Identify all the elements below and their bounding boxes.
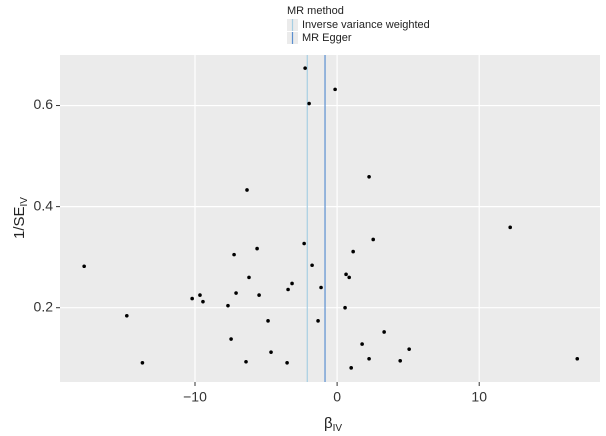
point xyxy=(508,225,512,230)
y-tick-label: 0.2 xyxy=(34,298,54,314)
point xyxy=(290,281,294,286)
point xyxy=(286,287,290,292)
point xyxy=(343,305,347,310)
x-tick-label: 0 xyxy=(333,389,341,405)
point xyxy=(302,241,306,246)
y-title-sub: IV xyxy=(19,197,30,207)
point xyxy=(226,303,230,308)
point xyxy=(347,275,351,280)
point xyxy=(367,175,371,179)
point xyxy=(285,360,289,365)
point xyxy=(82,264,86,269)
x-tick-label: −10 xyxy=(183,389,207,405)
marks xyxy=(82,55,580,382)
x-title-sub: IV xyxy=(333,423,343,434)
point xyxy=(407,347,411,351)
point xyxy=(303,66,307,70)
panel xyxy=(60,55,600,382)
point xyxy=(382,330,386,334)
point xyxy=(360,342,364,346)
legend-label: MR Egger xyxy=(302,32,352,44)
point xyxy=(349,366,353,370)
legend-label: Inverse variance weighted xyxy=(302,19,430,31)
point xyxy=(307,101,311,106)
point xyxy=(124,313,129,318)
y-title-main: 1/SE xyxy=(11,206,28,239)
y-tick-label: 0.4 xyxy=(34,197,54,213)
point xyxy=(351,249,355,254)
point xyxy=(266,319,270,323)
point xyxy=(244,359,248,364)
x-tick-label: 10 xyxy=(471,389,487,405)
point xyxy=(232,252,236,257)
point xyxy=(229,337,233,341)
x-axis-title: βIV xyxy=(324,415,342,434)
point xyxy=(257,293,261,297)
point xyxy=(198,293,202,297)
x-title-main: β xyxy=(324,415,333,432)
point xyxy=(398,358,403,363)
point xyxy=(247,275,251,280)
point xyxy=(201,299,205,304)
point xyxy=(140,360,145,365)
point xyxy=(269,350,273,354)
point xyxy=(234,291,238,295)
point xyxy=(190,296,194,301)
y-axis-title: 1/SEIV xyxy=(11,197,30,239)
point xyxy=(575,356,580,361)
point xyxy=(371,237,376,242)
y-tick-label: 0.6 xyxy=(34,96,54,112)
point xyxy=(333,87,337,92)
grid xyxy=(60,55,600,382)
point xyxy=(310,263,314,268)
point xyxy=(255,246,259,251)
point xyxy=(367,356,371,361)
point xyxy=(245,188,249,192)
legend-title: MR method xyxy=(287,5,344,17)
point xyxy=(316,319,320,323)
point xyxy=(319,285,323,290)
point xyxy=(344,272,348,277)
